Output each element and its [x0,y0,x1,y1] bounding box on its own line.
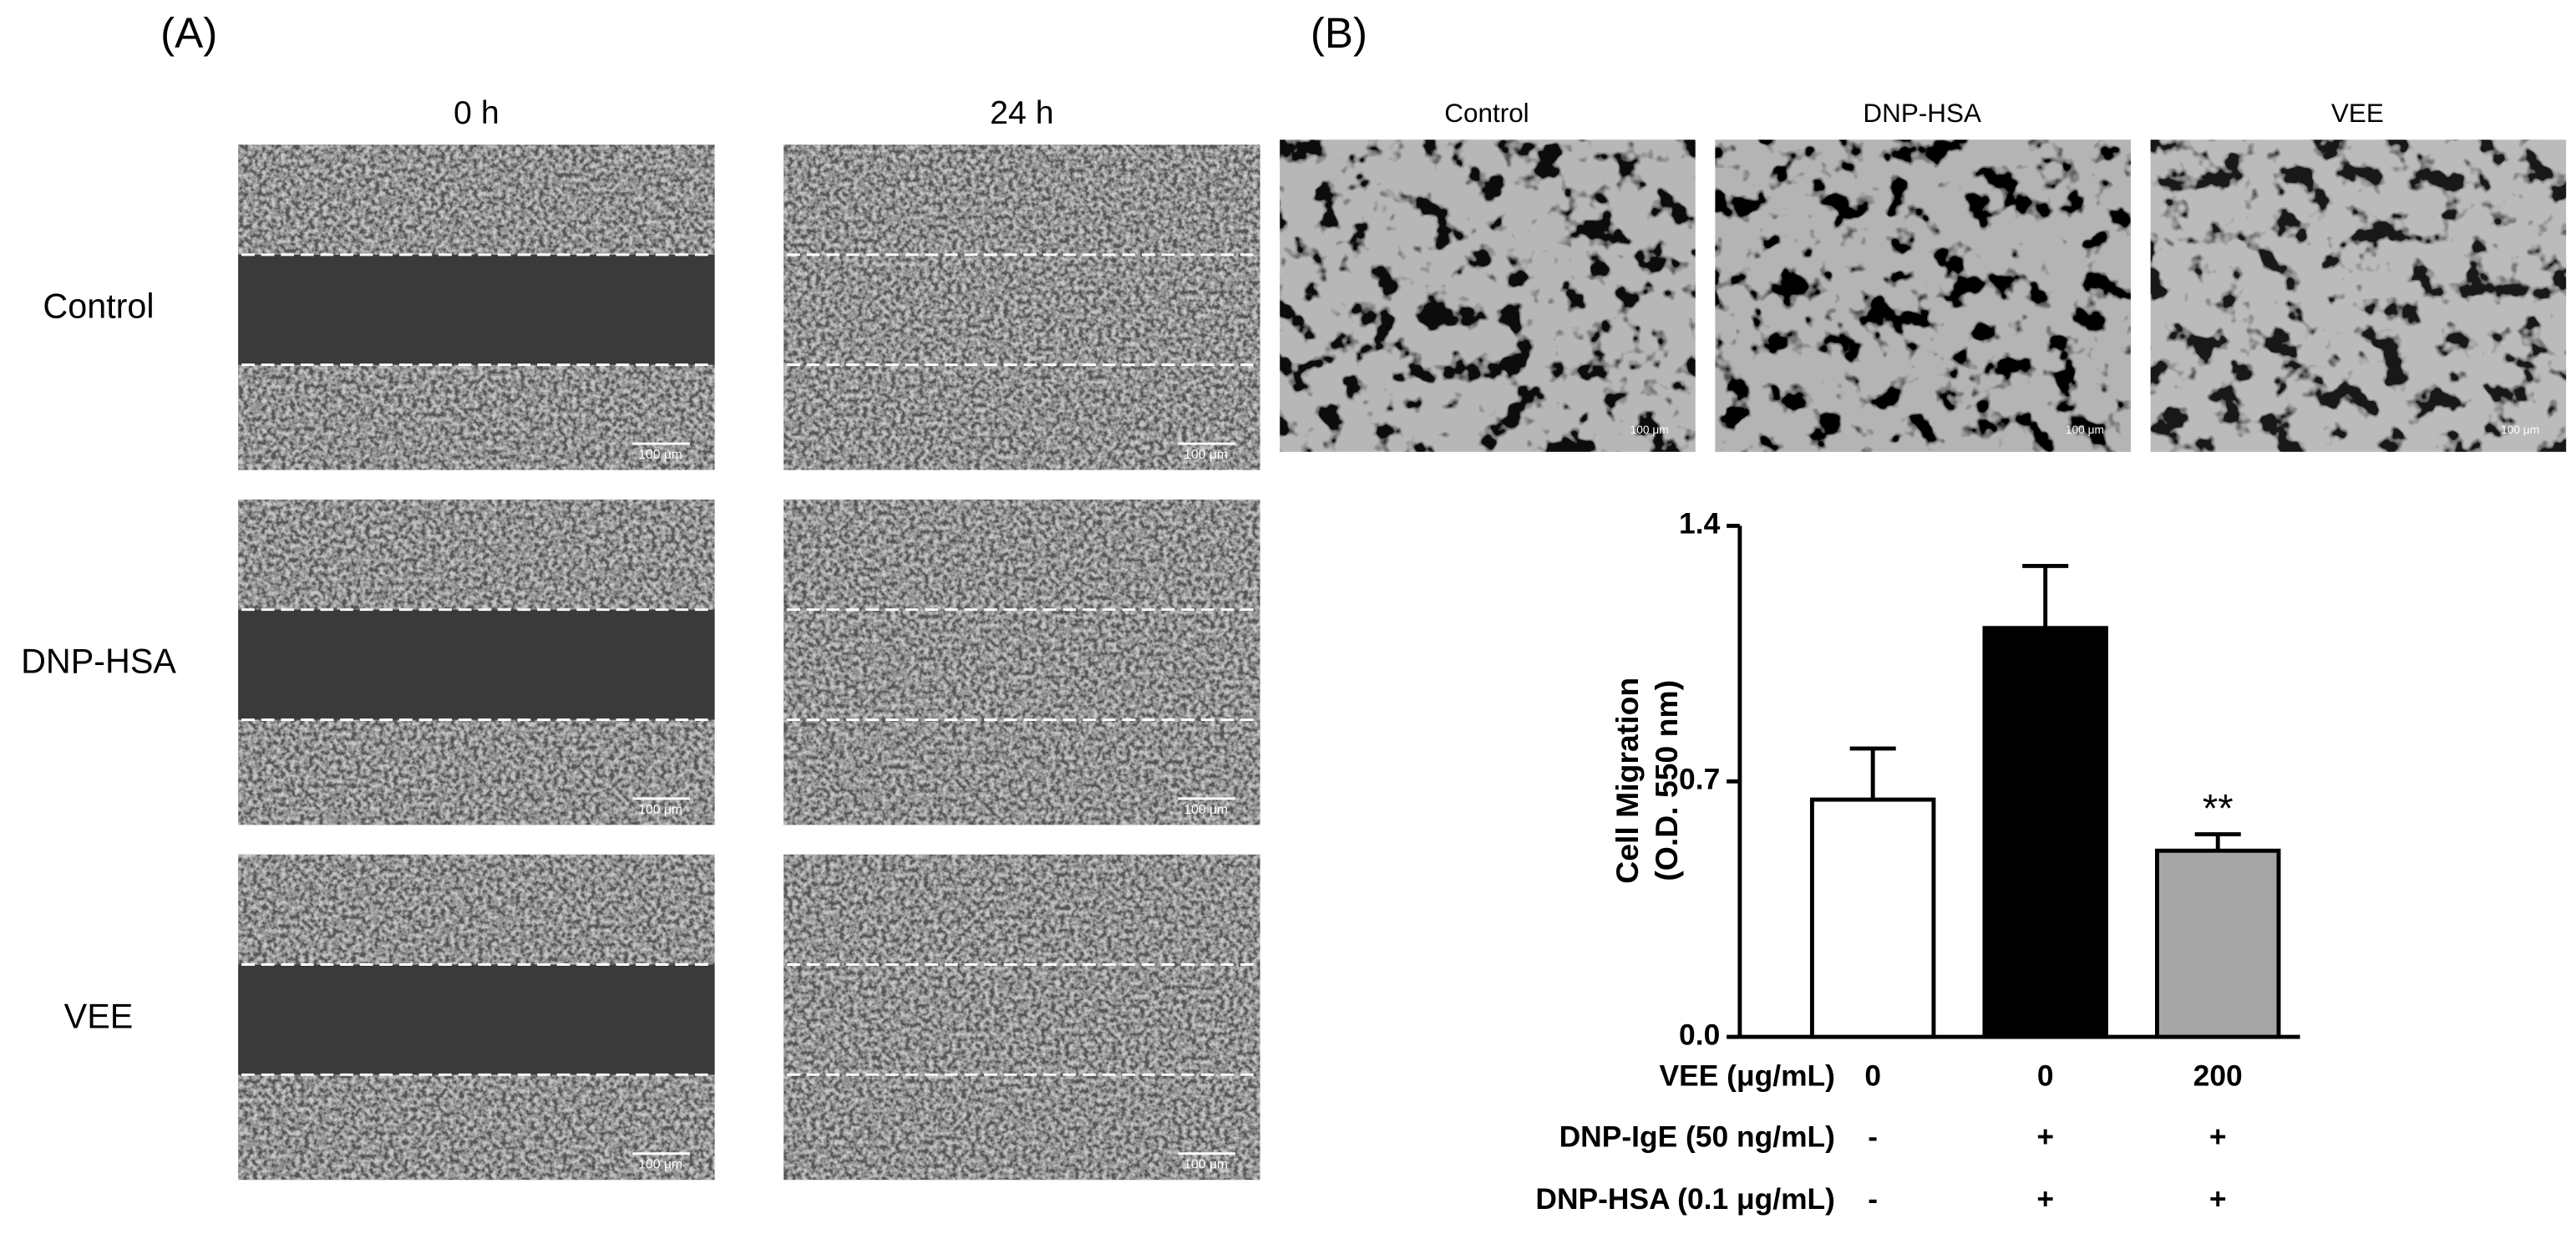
y-tick-label: 0.7 [1679,763,1720,796]
scale-bar-label: 100 μm [2501,424,2539,436]
column-header: 24 h [990,94,1054,131]
micrograph [783,499,1260,825]
bar [1982,626,2108,1039]
scale-bar-label: 100 μm [638,448,682,462]
condition-value: + [2209,1120,2227,1153]
y-tick-label: 0.0 [1679,1018,1720,1051]
transwell-image [1715,140,2131,452]
condition-label: DNP-IgE (50 ng/mL) [1559,1120,1835,1153]
significance-mark: ** [2203,787,2234,831]
scale-bar-label: 100 μm [638,1158,682,1172]
scale-bar-label: 100 μm [638,803,682,817]
row-label: DNP-HSA [21,642,176,681]
scale-bar-label: 100 μm [1184,448,1228,462]
condition-value: 0 [2037,1059,2054,1093]
condition-value: + [2209,1182,2227,1216]
scratch-gap [238,254,715,365]
panel-label: (A) [160,9,217,57]
condition-value: 0 [1864,1059,1881,1093]
transwell-image [1280,140,1696,452]
image-label: Control [1444,99,1529,128]
scale-bar-label: 100 μm [1630,424,1669,436]
condition-value: - [1868,1182,1878,1216]
scale-bar-label: 100 μm [2066,424,2104,436]
bar [1809,797,1936,1039]
scale-bar-label: 100 μm [1184,1158,1228,1172]
micrograph [783,145,1260,470]
row-label: VEE [64,997,134,1035]
image-label: VEE [2331,99,2384,128]
condition-value: + [2036,1182,2054,1216]
bar [2154,848,2281,1039]
scale-bar-label: 100 μm [1184,803,1228,817]
y-axis-label: Cell Migration [1610,678,1645,884]
column-header: 0 h [454,94,499,131]
scratch-gap [238,609,715,720]
y-axis-label: (O.D. 550 nm) [1649,680,1684,881]
y-tick-label: 1.4 [1679,507,1721,541]
condition-label: DNP-HSA (0.1 μg/mL) [1535,1182,1835,1216]
row-label: Control [43,287,154,326]
condition-value: + [2036,1120,2054,1153]
condition-label: VEE (μg/mL) [1660,1059,1835,1093]
micrograph [783,854,1260,1181]
condition-value: 200 [2193,1059,2243,1093]
condition-value: - [1868,1120,1878,1153]
transwell-image [2150,140,2567,452]
image-label: DNP-HSA [1863,99,1981,128]
panel-label: (B) [1311,9,1367,57]
scratch-gap [238,964,715,1075]
